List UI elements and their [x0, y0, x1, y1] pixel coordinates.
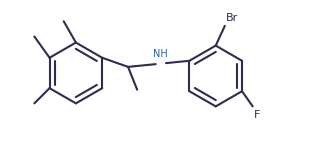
- Text: NH: NH: [154, 49, 168, 59]
- Text: Br: Br: [226, 13, 239, 23]
- Text: F: F: [254, 110, 260, 120]
